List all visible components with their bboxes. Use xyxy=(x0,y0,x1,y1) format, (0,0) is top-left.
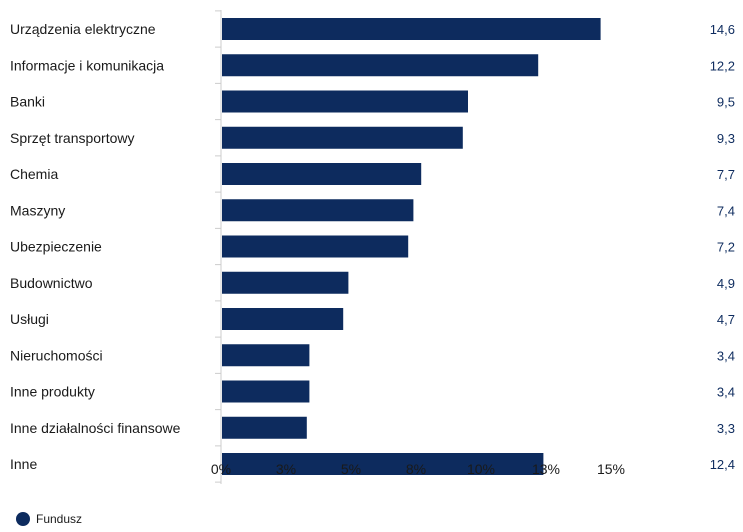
bar[interactable] xyxy=(222,416,307,439)
category-labels: Urządzenia elektryczne Informacje i komun… xyxy=(10,21,181,472)
bar[interactable] xyxy=(222,271,349,294)
data-label: 3,3 xyxy=(717,421,735,436)
bar[interactable] xyxy=(222,344,310,367)
data-label: 14,6 xyxy=(710,22,735,37)
legend: Fundusz xyxy=(16,512,82,526)
bar[interactable] xyxy=(222,126,463,149)
category-label: Chemia xyxy=(10,166,58,182)
category-label: Budownictwo xyxy=(10,275,93,291)
data-label: 7,7 xyxy=(717,167,735,182)
bar[interactable] xyxy=(222,380,310,403)
category-label: Usługi xyxy=(10,311,49,327)
category-label: Sprzęt transportowy xyxy=(10,130,135,146)
x-tick-label: 8% xyxy=(406,461,426,477)
bar[interactable] xyxy=(222,199,414,222)
x-tick-label: 10% xyxy=(467,461,495,477)
data-label: 12,2 xyxy=(710,58,735,73)
data-label: 4,7 xyxy=(717,312,735,327)
x-tick-label: 5% xyxy=(341,461,361,477)
data-label: 12,4 xyxy=(710,457,735,472)
data-label: 4,9 xyxy=(717,276,735,291)
data-label: 3,4 xyxy=(717,385,735,400)
category-label: Inne działalności finansowe xyxy=(10,420,181,436)
category-label: Nieruchomości xyxy=(10,347,103,363)
bars-group xyxy=(215,10,601,483)
category-label: Inne produkty xyxy=(10,384,95,400)
bar[interactable] xyxy=(222,453,544,475)
x-tick-label: 13% xyxy=(532,461,560,477)
bar-chart: Urządzenia elektryczne Informacje i komun… xyxy=(10,10,735,484)
x-tick-label: 15% xyxy=(597,461,625,477)
data-label: 7,4 xyxy=(717,203,735,218)
data-label: 9,5 xyxy=(717,95,735,110)
legend-swatch xyxy=(16,512,30,526)
bar[interactable] xyxy=(222,163,422,185)
category-label: Informacje i komunikacja xyxy=(10,57,164,73)
bar[interactable] xyxy=(222,308,344,330)
value-labels: 14,6 12,2 9,5 9,3 7,7 7,4 7,2 4,9 4,7 3,4 3,4 3,3 12… xyxy=(710,22,735,472)
data-label: 9,3 xyxy=(717,131,735,146)
bar[interactable] xyxy=(222,18,601,40)
x-tick-label: 0% xyxy=(211,461,231,477)
category-label: Maszyny xyxy=(10,202,65,218)
x-axis-ticks: 0% 3% 5% 8% 10% 13% 15% xyxy=(211,461,625,477)
category-label: Banki xyxy=(10,94,45,110)
bar[interactable] xyxy=(222,235,409,258)
category-label: Urządzenia elektryczne xyxy=(10,21,156,37)
data-label: 7,2 xyxy=(717,240,735,255)
data-label: 3,4 xyxy=(717,348,735,363)
bar[interactable] xyxy=(222,90,468,113)
category-label: Ubezpieczenie xyxy=(10,239,102,255)
bar[interactable] xyxy=(222,54,539,77)
x-tick-label: 3% xyxy=(276,461,296,477)
category-label: Inne xyxy=(10,456,37,472)
legend-label: Fundusz xyxy=(36,512,83,526)
